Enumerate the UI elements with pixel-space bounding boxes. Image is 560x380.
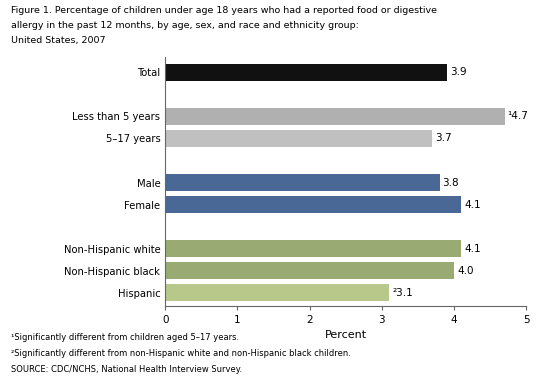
Text: allergy in the past 12 months, by age, sex, and race and ethnicity group:: allergy in the past 12 months, by age, s… bbox=[11, 21, 359, 30]
Text: ¹Significantly different from children aged 5–17 years.: ¹Significantly different from children a… bbox=[11, 332, 239, 342]
Text: 4.0: 4.0 bbox=[457, 266, 474, 276]
Bar bbox=[165, 63, 447, 81]
Text: 3.7: 3.7 bbox=[435, 133, 452, 144]
Text: 4.1: 4.1 bbox=[464, 244, 481, 253]
Text: SOURCE: CDC/NCHS, National Health Interview Survey.: SOURCE: CDC/NCHS, National Health Interv… bbox=[11, 365, 242, 374]
Text: ¹4.7: ¹4.7 bbox=[507, 111, 529, 122]
Bar bbox=[165, 196, 461, 214]
Text: United States, 2007: United States, 2007 bbox=[11, 36, 106, 45]
X-axis label: Percent: Percent bbox=[325, 331, 367, 340]
Bar bbox=[165, 130, 432, 147]
Bar bbox=[165, 240, 461, 257]
Bar bbox=[165, 174, 440, 192]
Text: Figure 1. Percentage of children under age 18 years who had a reported food or d: Figure 1. Percentage of children under a… bbox=[11, 6, 437, 15]
Text: ²3.1: ²3.1 bbox=[392, 288, 413, 298]
Text: 3.9: 3.9 bbox=[450, 67, 466, 78]
Text: 4.1: 4.1 bbox=[464, 200, 481, 210]
Text: ²Significantly different from non-Hispanic white and non-Hispanic black children: ²Significantly different from non-Hispan… bbox=[11, 349, 351, 358]
Text: 3.8: 3.8 bbox=[442, 177, 459, 188]
Bar bbox=[165, 262, 454, 279]
Bar bbox=[165, 284, 389, 301]
Bar bbox=[165, 108, 505, 125]
